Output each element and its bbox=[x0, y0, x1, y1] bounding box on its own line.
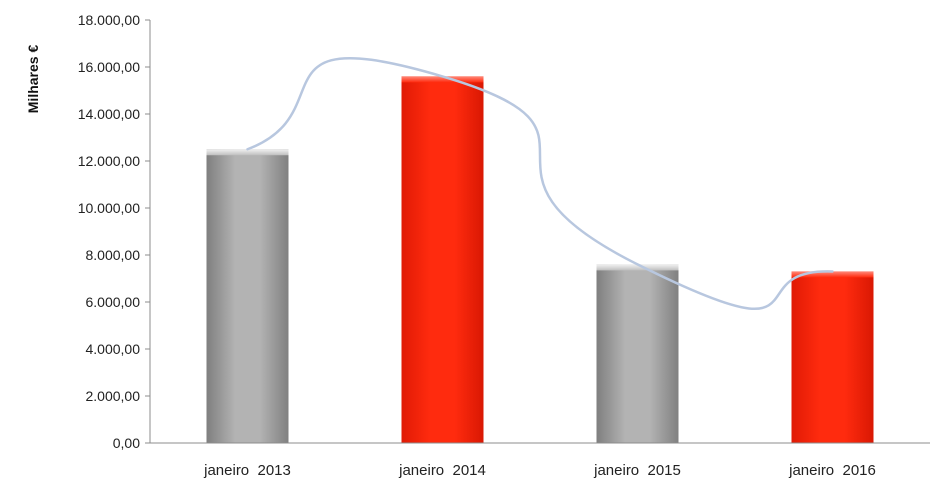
x-tick-label: janeiro 2013 bbox=[203, 462, 291, 479]
y-tick-label: 12.000,00 bbox=[78, 153, 140, 169]
y-tick-label: 0,00 bbox=[113, 435, 140, 451]
bar bbox=[401, 76, 484, 444]
x-axis: janeiro 2013 janeiro 2014 janeiro 2015 jane… bbox=[145, 442, 930, 479]
bar bbox=[596, 264, 679, 443]
x-tick-label: janeiro 2016 bbox=[788, 462, 876, 479]
trendline bbox=[246, 56, 834, 310]
bar-body bbox=[206, 149, 289, 443]
bar-body bbox=[596, 264, 679, 443]
y-tick-label: 18.000,00 bbox=[78, 12, 140, 28]
y-tick-label: 8.000,00 bbox=[86, 247, 141, 263]
bar-body bbox=[401, 76, 484, 444]
bar-body bbox=[791, 271, 874, 443]
y-tick-label: 10.000,00 bbox=[78, 200, 140, 216]
bar bbox=[206, 149, 289, 443]
bar bbox=[791, 271, 874, 443]
y-axis-title: Milhares € bbox=[25, 45, 41, 114]
y-tick-label: 4.000,00 bbox=[86, 341, 141, 357]
bar-cap bbox=[791, 271, 874, 278]
bar-cap bbox=[596, 264, 679, 271]
x-tick-label: janeiro 2014 bbox=[398, 462, 486, 479]
trendline-path bbox=[246, 56, 834, 310]
y-tick-label: 2.000,00 bbox=[86, 388, 141, 404]
y-tick-label: 6.000,00 bbox=[86, 294, 141, 310]
y-tick-label: 14.000,00 bbox=[78, 106, 140, 122]
bar-cap bbox=[206, 149, 289, 156]
bars bbox=[206, 76, 874, 444]
y-tick-label: 16.000,00 bbox=[78, 59, 140, 75]
x-tick-label: janeiro 2015 bbox=[593, 462, 681, 479]
bar-cap bbox=[401, 76, 484, 83]
y-axis: 0,00 2.000,00 4.000,00 6.000,00 8.000,00 10.0… bbox=[78, 12, 151, 451]
